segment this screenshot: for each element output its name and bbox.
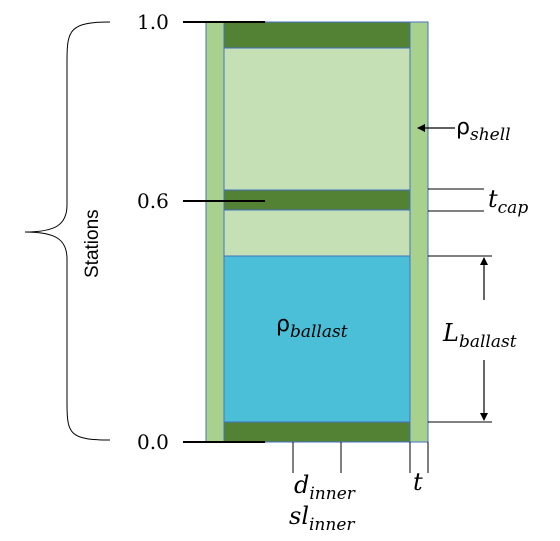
top-cap <box>223 21 411 49</box>
t-cap-label: tcap <box>488 185 528 218</box>
right-wall <box>409 21 429 443</box>
stations-label: Stations <box>82 209 103 278</box>
sl-inner-label: slinner <box>289 502 355 535</box>
rho-shell-label: ρshell <box>456 115 511 145</box>
upper-shell-compartment <box>223 47 411 191</box>
station-label-bottom: 0.0 <box>137 430 169 454</box>
t-label: t <box>413 468 423 496</box>
l-ballast-label: Lballast <box>442 319 517 352</box>
station-label-top: 1.0 <box>137 10 169 34</box>
stations-brace <box>24 21 111 441</box>
ballast-region <box>223 255 411 423</box>
left-wall <box>205 21 225 443</box>
d-inner-label: dinner <box>294 471 356 504</box>
lower-shell-compartment <box>223 209 411 257</box>
station-label-mid: 0.6 <box>137 189 169 213</box>
bottom-cap <box>223 421 411 443</box>
rho-ballast-label: ρballast <box>276 312 348 342</box>
